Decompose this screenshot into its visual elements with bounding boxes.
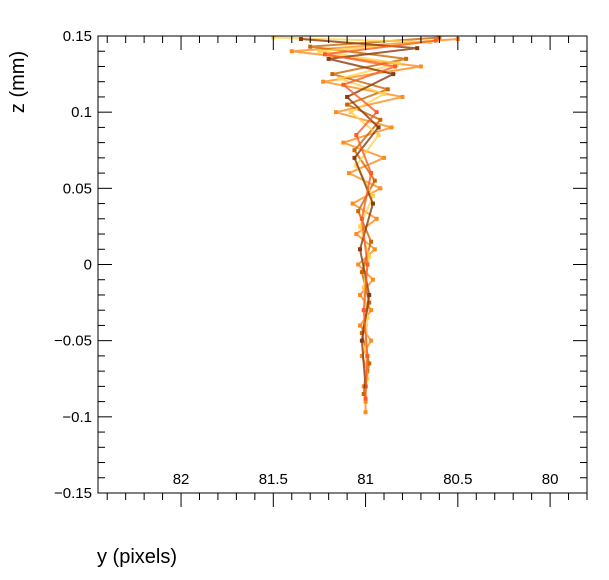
data-point xyxy=(367,300,372,305)
data-point xyxy=(374,216,379,221)
data-point xyxy=(359,353,364,358)
data-point xyxy=(378,117,383,122)
data-point xyxy=(385,87,390,92)
data-point xyxy=(356,262,361,267)
data-point xyxy=(334,110,339,115)
data-point xyxy=(317,49,322,54)
data-point xyxy=(341,140,346,145)
data-point xyxy=(365,262,370,267)
data-point xyxy=(369,239,374,244)
data-point xyxy=(354,232,359,237)
data-point xyxy=(433,38,438,43)
x-tick-label: 80.5 xyxy=(443,471,472,488)
data-point xyxy=(352,155,357,160)
data-point xyxy=(382,91,387,96)
data-point xyxy=(367,292,372,297)
data-point xyxy=(348,110,353,115)
data-point xyxy=(418,64,423,69)
y-axis-title: z (mm) xyxy=(7,51,29,113)
data-point xyxy=(326,56,331,61)
x-tick-label: 82 xyxy=(173,471,190,488)
series-track xyxy=(273,36,431,379)
data-point xyxy=(341,82,346,87)
x-tick-label: 81.5 xyxy=(259,471,288,488)
data-point xyxy=(376,125,381,130)
data-point xyxy=(361,308,366,313)
y-tick-label: 0.05 xyxy=(63,180,92,197)
data-point xyxy=(358,247,363,252)
data-point xyxy=(337,76,342,81)
y-tick-label: −0.1 xyxy=(62,409,92,426)
data-point xyxy=(370,201,375,206)
data-point xyxy=(345,94,350,99)
data-point xyxy=(374,110,379,115)
data-point xyxy=(330,72,335,77)
data-point xyxy=(372,178,377,183)
data-point xyxy=(369,308,374,313)
data-point xyxy=(376,133,381,138)
data-point xyxy=(359,216,364,221)
data-point xyxy=(396,61,401,66)
axis-ticks-layer: 0.15 0.1 0.05 0 −0.05 −0.1 −0.15 82 81.5 81 80.5 80 xyxy=(54,28,588,507)
data-point xyxy=(359,338,364,343)
data-point xyxy=(321,79,326,84)
data-point xyxy=(382,155,387,160)
data-point xyxy=(365,353,370,358)
data-point xyxy=(367,254,372,259)
data-point xyxy=(350,201,355,206)
data-point xyxy=(359,331,364,336)
data-point xyxy=(363,399,368,404)
data-point xyxy=(359,270,364,275)
data-points-layer xyxy=(271,35,460,415)
data-point xyxy=(354,163,359,168)
y-tick-label: −0.05 xyxy=(54,333,92,350)
x-axis-title: y (pixels) xyxy=(97,546,177,568)
data-point xyxy=(370,277,375,282)
x-tick-label: 81 xyxy=(357,471,374,488)
data-point xyxy=(352,148,357,153)
data-point xyxy=(404,56,409,61)
data-point xyxy=(363,410,368,415)
data-point xyxy=(393,64,398,69)
data-point xyxy=(358,292,363,297)
data-point xyxy=(389,125,394,130)
data-point xyxy=(363,396,368,401)
series-track xyxy=(324,39,436,399)
y-tick-label: 0.1 xyxy=(71,104,92,121)
data-point xyxy=(369,171,374,176)
data-point xyxy=(365,315,370,320)
y-tick-label: 0.15 xyxy=(63,28,92,45)
data-point xyxy=(345,102,350,107)
data-point xyxy=(308,44,313,49)
data-point xyxy=(346,171,351,176)
data-point xyxy=(415,46,420,51)
data-point xyxy=(367,361,372,366)
y-tick-label: −0.15 xyxy=(54,485,92,502)
data-point xyxy=(370,193,375,198)
x-tick-label: 80 xyxy=(542,471,559,488)
data-point xyxy=(361,391,366,396)
data-point xyxy=(378,186,383,191)
data-point xyxy=(356,209,361,214)
data-point xyxy=(400,94,405,99)
data-point xyxy=(369,338,374,343)
y-tick-label: 0 xyxy=(84,257,92,274)
data-point xyxy=(363,346,368,351)
data-point xyxy=(391,72,396,77)
plot-frame xyxy=(97,35,588,494)
data-point xyxy=(361,285,366,290)
data-point xyxy=(322,52,327,57)
data-point xyxy=(354,133,359,138)
data-point xyxy=(358,224,363,229)
data-point xyxy=(358,323,363,328)
data-point xyxy=(298,37,303,42)
data-point xyxy=(289,49,294,54)
data-point xyxy=(372,247,377,252)
